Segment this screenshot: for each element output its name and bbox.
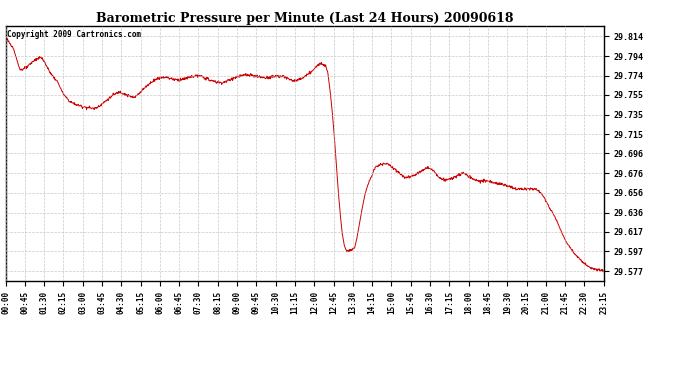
Title: Barometric Pressure per Minute (Last 24 Hours) 20090618: Barometric Pressure per Minute (Last 24 …	[96, 12, 513, 25]
Text: Copyright 2009 Cartronics.com: Copyright 2009 Cartronics.com	[8, 30, 141, 39]
